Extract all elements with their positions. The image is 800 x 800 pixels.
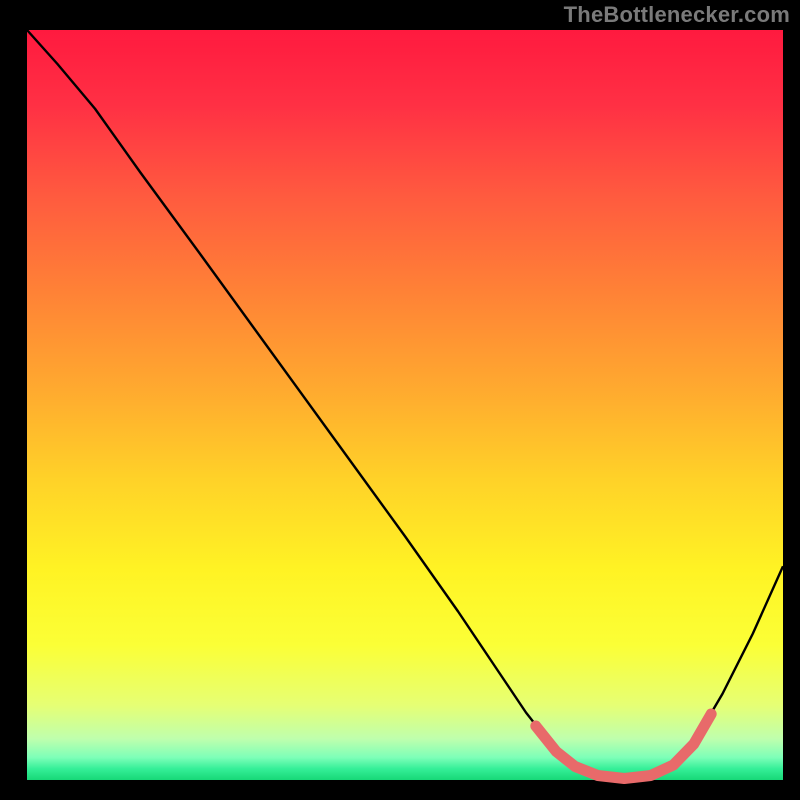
watermark-text: TheBottlenecker.com	[564, 2, 790, 28]
gradient-background	[27, 30, 783, 780]
chart-stage: TheBottlenecker.com	[0, 0, 800, 800]
chart-svg	[0, 0, 800, 800]
